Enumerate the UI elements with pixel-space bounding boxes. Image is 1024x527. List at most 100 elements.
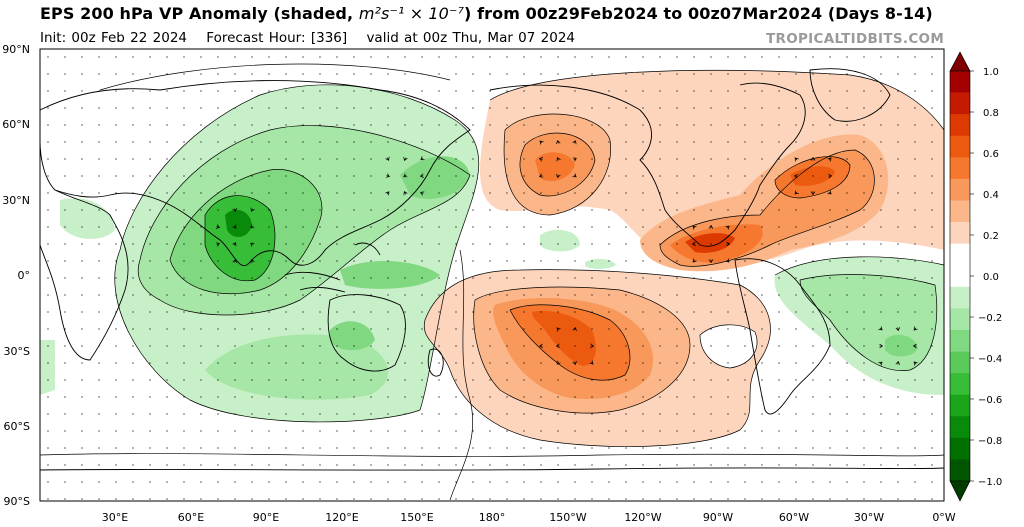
wind-vector	[556, 360, 561, 365]
lon-label: 150°W	[549, 511, 586, 524]
colorbar-swatch	[950, 71, 970, 93]
wind-vector	[692, 225, 697, 230]
negative-anomaly-peak	[225, 209, 252, 237]
lat-label: 60°S	[4, 420, 30, 433]
wind-vector	[725, 225, 730, 230]
coastline-maritime	[284, 242, 381, 293]
wind-vector	[232, 224, 237, 229]
forecast-hour: Forecast Hour: [336]	[206, 30, 348, 46]
contour-line	[659, 149, 875, 267]
wind-vector	[403, 156, 408, 161]
longitude-labels: 30°E 60°E 90°E 120°E 150°E 180° 150°W 12…	[102, 511, 956, 524]
title-prefix: EPS 200 hPa VP Anomaly (shaded,	[40, 4, 359, 23]
lat-label: 90°N	[2, 43, 30, 56]
lon-label: 120°E	[325, 511, 358, 524]
coastline-new-zealand	[427, 348, 444, 377]
colorbar-swatch	[950, 157, 970, 180]
lon-label: 30°W	[854, 511, 884, 524]
wind-vector	[420, 156, 425, 161]
colorbar-ticks: 1.0 0.8 0.6 0.4 0.2 0.0 −0.2 −0.4 −0.6 −…	[978, 67, 1002, 488]
colorbar-tick: 0.6	[983, 149, 999, 160]
colorbar-tick: 1.0	[983, 67, 999, 78]
wind-vector	[725, 258, 730, 263]
wind-vector	[250, 259, 255, 264]
coastline-europe-asia	[40, 80, 471, 266]
site-credit: TROPICALTIDBITS.COM	[766, 31, 945, 47]
wind-vector	[827, 190, 832, 195]
wind-vector	[403, 191, 408, 196]
lat-label: 0°	[18, 269, 31, 282]
title-units: m²s⁻¹ × 10⁻⁷	[358, 4, 465, 23]
wind-vector	[572, 360, 577, 366]
wind-vector	[590, 343, 595, 349]
colorbar-swatch	[950, 114, 970, 137]
init-time: Init: 00z Feb 22 2024	[40, 30, 187, 46]
coastline-australia	[327, 294, 406, 372]
negative-anomaly-light	[540, 229, 580, 252]
wind-vector	[895, 327, 901, 332]
wind-vector	[385, 191, 390, 196]
colorbar-swatch	[950, 416, 970, 439]
lon-label: 30°E	[102, 511, 128, 524]
wind-vector	[232, 242, 237, 247]
colorbar-min-arrow	[949, 480, 971, 502]
wind-vector	[250, 207, 255, 212]
wind-vector	[385, 173, 390, 178]
contour-line	[473, 286, 691, 414]
contour-line	[99, 63, 451, 91]
colorbar-tick: 0.2	[983, 231, 999, 242]
colorbar-tick: 0.0	[983, 272, 999, 283]
lat-label: 30°S	[4, 345, 30, 358]
wind-vector	[912, 343, 917, 349]
wind-vector	[878, 326, 883, 331]
contour-line	[799, 274, 938, 371]
wind-vector	[556, 173, 561, 179]
wind-vector	[538, 157, 544, 162]
lat-label: 90°S	[4, 495, 30, 508]
colorbar-swatch	[950, 265, 970, 288]
wind-vector	[827, 157, 832, 162]
wind-vector	[692, 258, 697, 263]
wind-vector	[572, 326, 577, 332]
lon-label: 180°	[479, 511, 506, 524]
wind-vector	[232, 258, 238, 264]
positive-anomaly-core	[685, 233, 735, 253]
colorbar-tick: −1.0	[978, 477, 1002, 488]
wind-vector	[793, 173, 799, 179]
contour-lines	[40, 63, 944, 501]
contour-line	[774, 256, 944, 276]
colorbar-swatch	[950, 243, 970, 266]
colorbar-frame	[949, 70, 971, 482]
wind-vector	[385, 156, 390, 161]
colorbar-tick: −0.2	[978, 313, 1002, 324]
wind-vector	[555, 343, 560, 349]
coastline-africa	[40, 189, 129, 361]
wind-vector	[556, 157, 561, 162]
wind-vectors	[47, 56, 933, 500]
contour-line	[699, 324, 758, 369]
wind-vector	[572, 140, 577, 145]
wind-vector	[589, 360, 594, 365]
negative-anomaly-core	[205, 195, 275, 281]
coastline-north-america	[489, 82, 806, 247]
coastline-south-america	[734, 258, 831, 415]
title-suffix: ) from 00z29Feb2024 to 00z07Mar2024 (Day…	[464, 4, 933, 23]
wind-vector	[538, 343, 543, 349]
contour-line	[137, 125, 471, 316]
negative-anomaly-mid	[205, 334, 389, 400]
wind-vector	[794, 190, 799, 195]
negative-anomaly-light	[585, 258, 616, 269]
negative-anomaly-dark	[885, 334, 918, 357]
map-title: EPS 200 hPa VP Anomaly (shaded, m²s⁻¹ × …	[40, 4, 933, 23]
wind-vector	[726, 241, 731, 247]
lon-label: 60°W	[779, 511, 809, 524]
colorbar-tick: −0.8	[978, 436, 1002, 447]
colorbar-swatch	[950, 200, 970, 223]
colorbar-swatch	[950, 178, 970, 201]
valid-time: valid at 00z Thu, Mar 07 2024	[366, 30, 576, 46]
colorbar-max-arrow	[949, 51, 971, 72]
wind-vector	[810, 156, 816, 161]
wind-vector	[879, 343, 884, 349]
lon-label: 120°W	[624, 511, 661, 524]
contour-line	[40, 453, 944, 457]
